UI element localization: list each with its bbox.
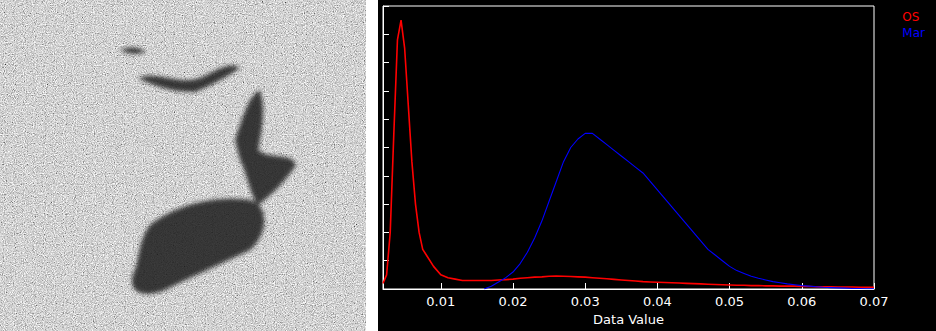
svg-text:0.06: 0.06 — [787, 294, 816, 309]
svg-text:0.05: 0.05 — [715, 294, 744, 309]
svg-text:0.01: 0.01 — [426, 294, 455, 309]
svg-text:0.04: 0.04 — [643, 294, 672, 309]
svg-text:Data Value: Data Value — [593, 312, 664, 327]
svg-text:0.07: 0.07 — [860, 294, 889, 309]
svg-text:0.02: 0.02 — [498, 294, 527, 309]
svg-text:0.03: 0.03 — [571, 294, 600, 309]
svg-text:Mar: Mar — [902, 26, 925, 40]
svg-text:OS: OS — [902, 10, 919, 24]
